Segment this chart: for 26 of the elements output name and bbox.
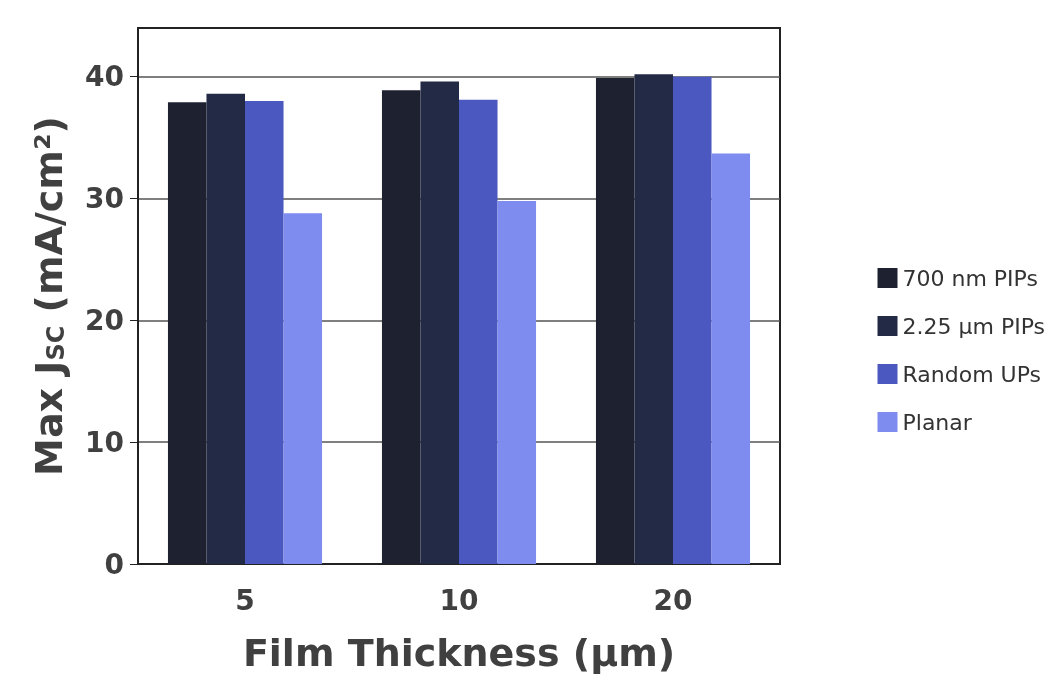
y-tick-label: 20 — [85, 303, 124, 337]
bar — [420, 81, 459, 564]
bar — [673, 76, 712, 564]
y-axis-title: Max JSC (mA/cm²) — [27, 116, 71, 476]
x-axis-title: Film Thickness (µm) — [242, 631, 676, 675]
legend-label: 700 nm PIPs — [902, 265, 1038, 291]
bar — [381, 90, 421, 564]
x-tick-label: 20 — [653, 583, 693, 617]
bar — [459, 99, 498, 564]
bar — [245, 101, 284, 564]
y-tick-label: 10 — [85, 425, 124, 459]
y-tick-label: 40 — [85, 60, 124, 94]
legend-label: Planar — [902, 409, 973, 435]
bar — [595, 77, 635, 564]
y-tick-label: 30 — [85, 182, 124, 216]
x-tick-label: 10 — [439, 583, 479, 617]
bar — [283, 213, 323, 564]
legend-label: Random UPs — [902, 361, 1042, 387]
y-tick-label: 0 — [104, 547, 124, 581]
bar — [634, 74, 673, 564]
bar — [206, 93, 245, 564]
bar — [711, 153, 751, 564]
legend-label: 2.25 µm PIPs — [902, 313, 1045, 339]
bar — [167, 102, 207, 564]
x-tick-label: 5 — [235, 583, 255, 617]
bar — [497, 200, 537, 564]
